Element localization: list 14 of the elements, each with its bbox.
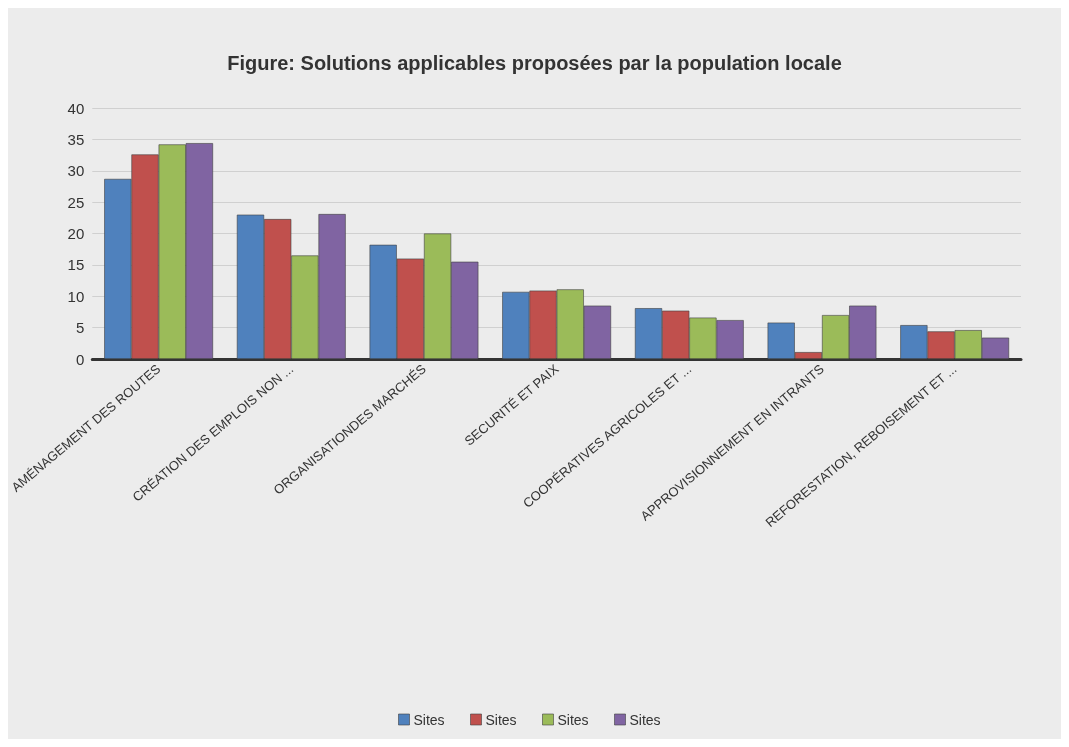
y-tick-label: 35 xyxy=(67,130,85,148)
y-tick-label: 20 xyxy=(67,225,85,242)
y-tick-label: 15 xyxy=(67,256,85,274)
y-tick-label: 25 xyxy=(67,193,85,211)
legend-label: Sites xyxy=(413,712,445,728)
y-tick-label: 10 xyxy=(67,287,85,305)
y-tick-label: 5 xyxy=(75,319,85,337)
legend-label: Sites xyxy=(557,712,589,728)
y-tick-label: 40 xyxy=(67,99,85,117)
legend-label: Sites xyxy=(485,712,517,728)
chart-title: Figure: Solutions applicables proposées par la population locale xyxy=(227,52,842,74)
y-tick-label: 0 xyxy=(75,350,85,368)
legend-label: Sites xyxy=(629,712,661,728)
y-tick-label: 30 xyxy=(67,162,85,180)
